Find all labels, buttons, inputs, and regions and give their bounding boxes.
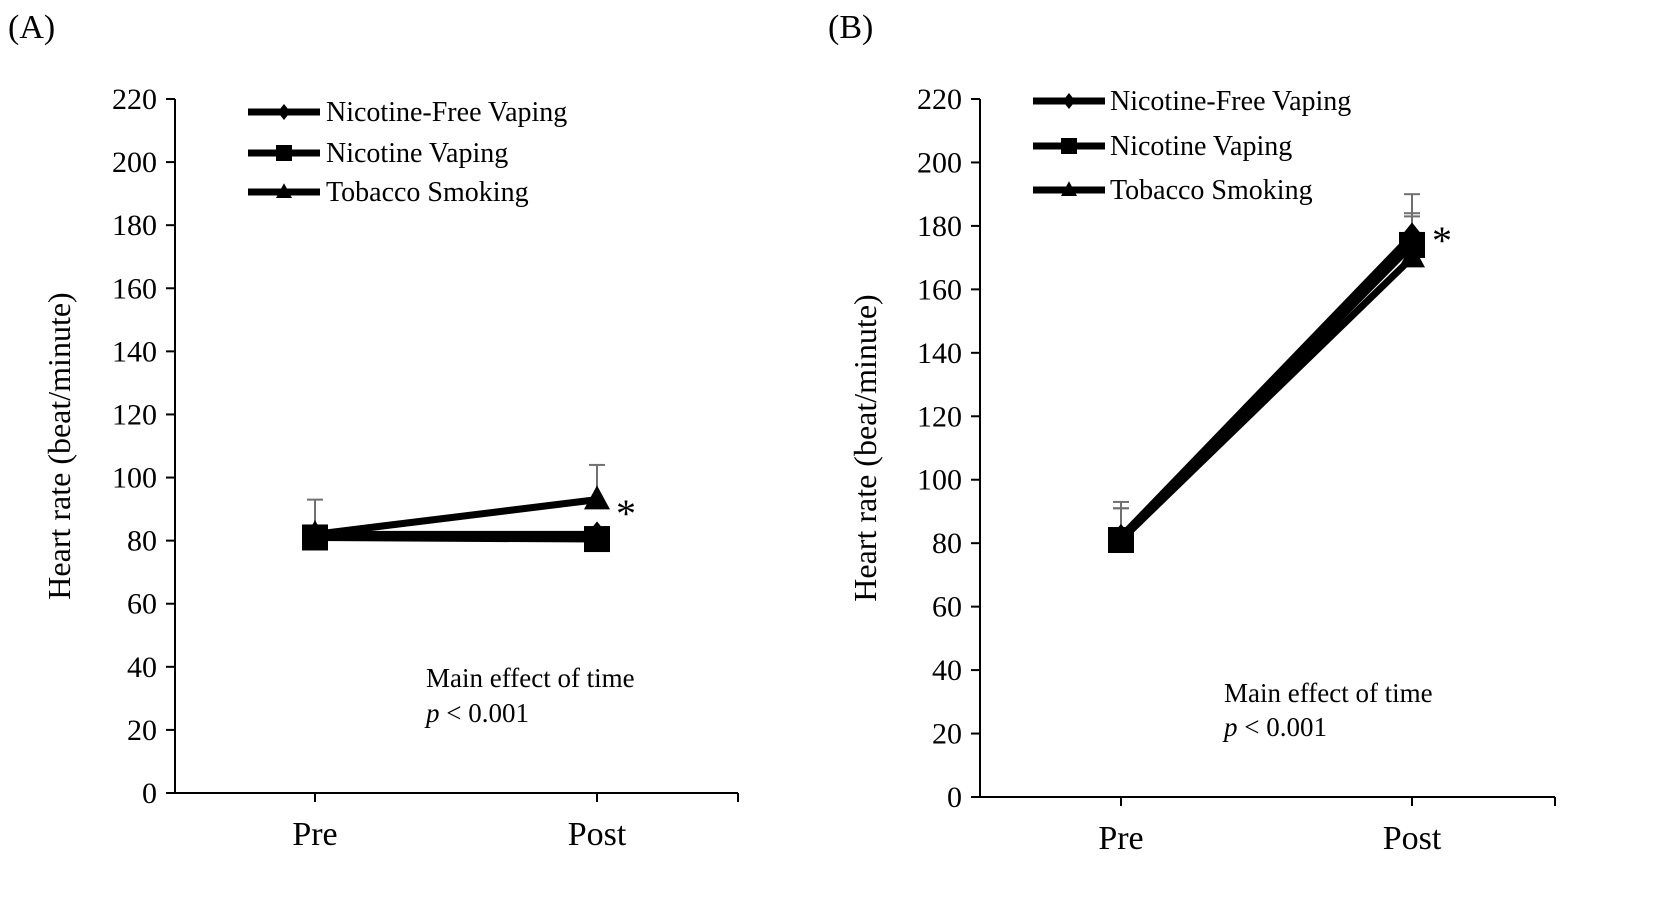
y-tick-label: 180 <box>112 209 157 242</box>
legend-label: Nicotine Vaping <box>1110 131 1292 162</box>
y-tick-label: 140 <box>917 337 962 370</box>
y-tick-label: 160 <box>112 272 157 305</box>
panel-a: (A) 0 20 40 60 80 100 120 140 160 180 200 220 Pre Post… <box>8 9 739 853</box>
legend-marker-square <box>1061 138 1077 154</box>
y-tick-label: 160 <box>917 273 962 306</box>
data-point-triangle <box>1399 243 1425 268</box>
x-tick-label: Pre <box>292 816 337 853</box>
legend-marker-square <box>276 145 292 161</box>
legend-label: Nicotine-Free Vaping <box>326 97 567 128</box>
x-tick-label: Post <box>568 816 627 853</box>
p-value: < 0.001 <box>1238 712 1327 742</box>
significance-star: * <box>616 491 636 536</box>
y-tick-label: 200 <box>917 146 962 179</box>
data-point-triangle <box>584 485 610 510</box>
y-tick-label: 0 <box>142 777 157 810</box>
y-tick-label: 220 <box>917 83 962 116</box>
y-tick-label: 200 <box>112 146 157 179</box>
legend-marker-diamond <box>1062 93 1076 109</box>
significance-star: * <box>1432 218 1452 263</box>
y-tick-label: 80 <box>127 525 157 558</box>
y-tick-label: 80 <box>932 527 962 560</box>
x-tick-label: Pre <box>1098 820 1143 857</box>
data-point-triangle <box>302 520 328 545</box>
y-tick-label: 120 <box>917 400 962 433</box>
legend-marker-triangle <box>1061 181 1077 196</box>
y-tick-label: 60 <box>932 591 962 624</box>
data-point-triangle <box>1108 525 1134 550</box>
y-tick-label: 20 <box>127 714 157 747</box>
y-tick-label: 140 <box>112 335 157 368</box>
y-axis-label: Heart rate (beat/minute) <box>847 294 883 601</box>
annotation-pvalue: p < 0.001 <box>424 698 529 728</box>
y-axis-label: Heart rate (beat/minute) <box>41 292 77 599</box>
y-tick-label: 120 <box>112 398 157 431</box>
y-tick-label: 60 <box>127 588 157 621</box>
legend-label: Nicotine Vaping <box>326 138 508 169</box>
x-tick-label: Post <box>1383 820 1442 857</box>
series-line-triangle <box>1118 255 1415 543</box>
y-tick-label: 40 <box>127 651 157 684</box>
series-line-triangle <box>314 496 598 538</box>
legend-marker-triangle <box>276 183 292 198</box>
p-symbol: p <box>424 698 440 728</box>
p-value: < 0.001 <box>440 698 529 728</box>
series-line-square <box>314 533 598 543</box>
y-tick-label: 220 <box>112 83 157 116</box>
annotation-line1: Main effect of time <box>426 663 635 693</box>
y-tick-label: 20 <box>932 718 962 751</box>
data-point-square <box>584 526 610 553</box>
y-tick-label: 0 <box>947 781 962 814</box>
legend-label: Tobacco Smoking <box>1110 175 1313 206</box>
y-tick-label: 180 <box>917 210 962 243</box>
annotation-line1: Main effect of time <box>1224 678 1433 708</box>
panel-b: (B) 0 20 40 60 80 100 120 140 160 180 200 220 Pre Post… <box>828 9 1556 857</box>
legend-label: Tobacco Smoking <box>326 177 529 208</box>
legend-label: Nicotine-Free Vaping <box>1110 86 1351 117</box>
panel-label: (B) <box>828 9 873 46</box>
legend-marker-diamond <box>277 104 291 120</box>
y-tick-label: 40 <box>932 654 962 687</box>
p-symbol: p <box>1222 712 1238 742</box>
y-tick-label: 100 <box>917 464 962 497</box>
annotation-pvalue: p < 0.001 <box>1222 712 1327 742</box>
panel-label: (A) <box>8 9 55 46</box>
y-tick-label: 100 <box>112 462 157 495</box>
